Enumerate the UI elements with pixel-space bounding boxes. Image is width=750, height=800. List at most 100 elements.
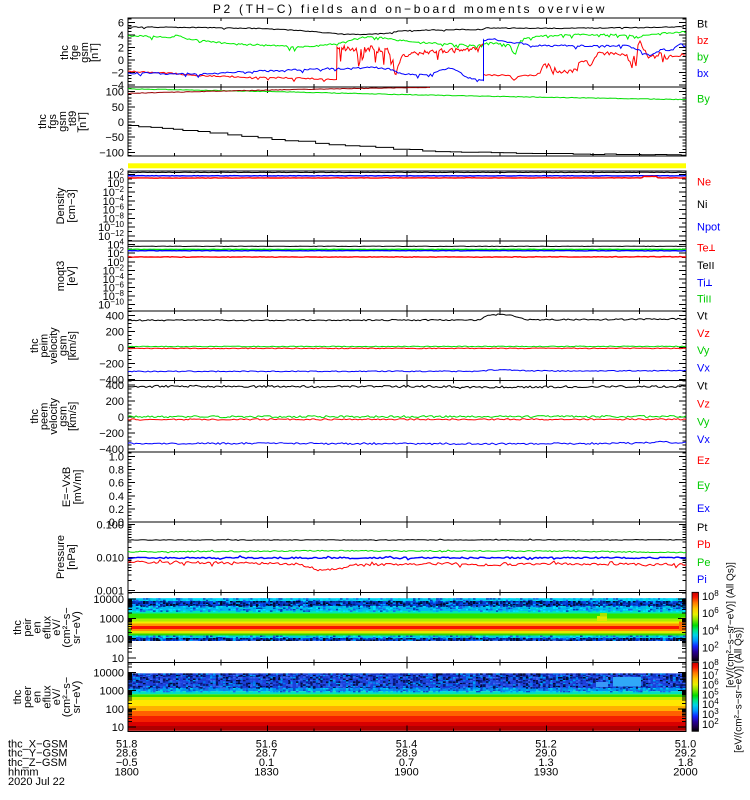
svg-text:200: 200 bbox=[106, 396, 124, 408]
svg-text:moqt3: moqt3 bbox=[55, 261, 67, 292]
svg-text:gsm: gsm bbox=[79, 42, 91, 63]
svg-text:peer: peer bbox=[22, 686, 34, 708]
svg-text:100: 100 bbox=[106, 633, 124, 645]
svg-text:[eV/(cm²−s−sr−eV)] (All Qs)]: [eV/(cm²−s−sr−eV)] (All Qs)] bbox=[726, 562, 737, 688]
svg-text:10: 10 bbox=[112, 722, 124, 734]
svg-text:−400: −400 bbox=[99, 375, 124, 387]
svg-text:velocity: velocity bbox=[48, 397, 60, 434]
svg-text:fge: fge bbox=[69, 45, 81, 60]
svg-text:fgs: fgs bbox=[47, 114, 59, 129]
svg-text:−400: −400 bbox=[99, 444, 124, 456]
svg-text:Ex: Ex bbox=[697, 503, 710, 515]
svg-text:bz: bz bbox=[697, 35, 709, 47]
svg-text:[nT]: [nT] bbox=[77, 112, 89, 131]
svg-text:en: en bbox=[32, 691, 44, 703]
svg-text:thc: thc bbox=[59, 45, 71, 60]
svg-text:[km/s]: [km/s] bbox=[67, 402, 79, 431]
svg-text:1000: 1000 bbox=[100, 614, 124, 626]
svg-text:10: 10 bbox=[112, 653, 124, 665]
svg-text:10000: 10000 bbox=[93, 594, 124, 606]
svg-text:hhmm: hhmm bbox=[8, 767, 39, 779]
svg-text:Te: Te bbox=[697, 242, 709, 254]
svg-text:Ez: Ez bbox=[697, 455, 710, 467]
svg-text:[nT]: [nT] bbox=[89, 43, 101, 62]
svg-text:Npot: Npot bbox=[697, 222, 720, 234]
svg-text:peim: peim bbox=[39, 334, 51, 358]
svg-text:2000: 2000 bbox=[673, 767, 697, 779]
svg-text:0.4: 0.4 bbox=[109, 491, 124, 503]
svg-text:0.6: 0.6 bbox=[109, 478, 124, 490]
svg-text:100: 100 bbox=[106, 704, 124, 716]
svg-text:gsm: gsm bbox=[58, 406, 70, 427]
svg-text:peir: peir bbox=[22, 618, 34, 637]
svg-text:thc_Y−GSM: thc_Y−GSM bbox=[8, 748, 68, 760]
svg-text:0: 0 bbox=[118, 412, 124, 424]
svg-text:eV/: eV/ bbox=[51, 618, 63, 635]
svg-text:[mV/m]: [mV/m] bbox=[72, 470, 84, 505]
svg-text:0.1: 0.1 bbox=[259, 757, 274, 769]
svg-text:sr−eV): sr−eV) bbox=[71, 681, 83, 714]
svg-text:0.001: 0.001 bbox=[96, 586, 124, 598]
svg-text:1.0: 1.0 bbox=[109, 451, 124, 463]
svg-text:−0.5: −0.5 bbox=[116, 757, 138, 769]
svg-text:thc: thc bbox=[37, 114, 49, 129]
svg-text:29.2: 29.2 bbox=[675, 748, 696, 760]
svg-text:4: 4 bbox=[118, 30, 124, 42]
svg-text:6: 6 bbox=[118, 17, 124, 29]
svg-text:Ti: Ti bbox=[697, 294, 706, 306]
svg-text:(cm²−s−: (cm²−s− bbox=[61, 607, 73, 647]
svg-text:2: 2 bbox=[118, 42, 124, 54]
svg-text:eflux: eflux bbox=[41, 615, 53, 639]
svg-text:Te: Te bbox=[697, 260, 709, 272]
svg-text:[eV]: [eV] bbox=[66, 266, 78, 286]
svg-text:Ni: Ni bbox=[697, 199, 707, 211]
svg-text:1900: 1900 bbox=[394, 767, 418, 779]
svg-text:[cm−3]: [cm−3] bbox=[66, 189, 78, 222]
svg-text:51.8: 51.8 bbox=[116, 738, 137, 750]
svg-text:Pt: Pt bbox=[697, 522, 707, 534]
svg-text:51.0: 51.0 bbox=[675, 738, 696, 750]
svg-text:0.0: 0.0 bbox=[109, 517, 124, 529]
svg-text:−100: −100 bbox=[99, 147, 124, 159]
svg-text:28.6: 28.6 bbox=[116, 748, 137, 760]
svg-text:28.7: 28.7 bbox=[256, 748, 277, 760]
svg-text:velocity: velocity bbox=[48, 327, 60, 364]
svg-text:400: 400 bbox=[106, 380, 124, 392]
svg-text:−200: −200 bbox=[99, 428, 124, 440]
svg-text:1000: 1000 bbox=[100, 686, 124, 698]
svg-text:Pe: Pe bbox=[697, 557, 710, 569]
svg-text:gsm: gsm bbox=[57, 111, 69, 132]
svg-text:Vy: Vy bbox=[697, 416, 710, 428]
svg-text:Vt: Vt bbox=[697, 381, 707, 393]
svg-text:eV/: eV/ bbox=[51, 688, 63, 705]
svg-text:0.7: 0.7 bbox=[399, 757, 414, 769]
svg-text:thc: thc bbox=[29, 338, 41, 353]
svg-text:Pressure: Pressure bbox=[55, 535, 67, 579]
svg-text:[km/s]: [km/s] bbox=[67, 331, 79, 360]
svg-text:1.3: 1.3 bbox=[538, 757, 553, 769]
svg-text:sr−eV): sr−eV) bbox=[71, 611, 83, 644]
svg-text:0: 0 bbox=[118, 343, 124, 355]
svg-text:peem: peem bbox=[39, 403, 51, 431]
svg-text:E=−VxB: E=−VxB bbox=[61, 467, 73, 507]
svg-text:29.0: 29.0 bbox=[535, 748, 556, 760]
svg-text:−2: −2 bbox=[111, 67, 124, 79]
svg-text:−50: −50 bbox=[105, 132, 124, 144]
svg-text:Vx: Vx bbox=[697, 362, 710, 374]
svg-text:Vt: Vt bbox=[697, 311, 707, 323]
svg-text:thc: thc bbox=[12, 620, 24, 635]
svg-text:0.010: 0.010 bbox=[96, 553, 124, 565]
svg-text:Ne: Ne bbox=[697, 177, 711, 189]
svg-text:Vz: Vz bbox=[697, 328, 710, 340]
svg-text:Ti: Ti bbox=[697, 277, 706, 289]
svg-text:1830: 1830 bbox=[254, 767, 278, 779]
svg-text:400: 400 bbox=[106, 311, 124, 323]
svg-text:2020 Jul 22: 2020 Jul 22 bbox=[8, 776, 65, 788]
svg-text:bx: bx bbox=[697, 68, 709, 80]
svg-text:Pi: Pi bbox=[697, 574, 707, 586]
svg-text:thc_Z−GSM: thc_Z−GSM bbox=[8, 757, 67, 769]
svg-text:51.4: 51.4 bbox=[396, 738, 417, 750]
svg-text:10000: 10000 bbox=[93, 668, 124, 680]
svg-text:gsm: gsm bbox=[58, 335, 70, 356]
svg-text:200: 200 bbox=[106, 327, 124, 339]
